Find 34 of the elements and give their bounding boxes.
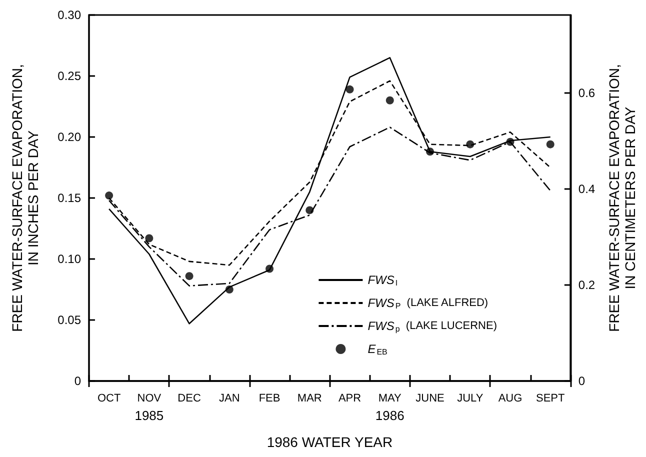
y2-axis-title: FREE WATER-SURFACE EVAPORATION, IN CENTIMETERS PER DAY — [606, 64, 638, 332]
x-axis-title: 1986 WATER YEAR — [266, 434, 393, 450]
x-tick-label: JAN — [219, 392, 240, 404]
y-tick-label: 0.25 — [58, 69, 82, 83]
x-tick-label: FEB — [258, 392, 280, 404]
y2-tick-label: 0.4 — [578, 182, 596, 196]
x-tick-label: JULY — [457, 392, 484, 404]
x-tick-label: OCT — [97, 392, 121, 404]
y-tick-label: 0.15 — [58, 191, 82, 205]
x-tick-label: SEPT — [536, 392, 566, 404]
x-tick-label: JUNE — [416, 392, 444, 404]
x-tick-label: DEC — [178, 392, 201, 404]
y-tick-label: 0 — [74, 374, 82, 388]
y-tick-label: 0.20 — [58, 130, 82, 144]
x-tick-label: APR — [338, 392, 362, 404]
point — [105, 192, 114, 200]
y-tick-label: 0.10 — [58, 252, 82, 266]
x-tick-label: MAR — [297, 392, 322, 404]
point — [386, 96, 394, 104]
y2-tick-label: 0 — [578, 374, 586, 388]
y-tick-label: 0.05 — [58, 313, 82, 327]
point — [346, 85, 354, 94]
y2-tick-label: 0.2 — [578, 278, 596, 292]
y-axis-title: FREE WATER-SURFACE EVAPORATION, IN INCHES PER DAY — [9, 64, 41, 332]
y2-tick-label: 0.6 — [578, 86, 596, 100]
text: 1986 — [375, 408, 404, 423]
text: 1985 — [134, 408, 164, 423]
point — [185, 272, 194, 280]
y-tick-label: 0.30 — [58, 8, 82, 22]
x-tick-label: AUG — [498, 392, 522, 404]
x-tick-label: NOV — [137, 392, 162, 404]
point — [145, 234, 154, 242]
point — [546, 140, 554, 148]
x-tick-label: MAY — [378, 392, 402, 404]
